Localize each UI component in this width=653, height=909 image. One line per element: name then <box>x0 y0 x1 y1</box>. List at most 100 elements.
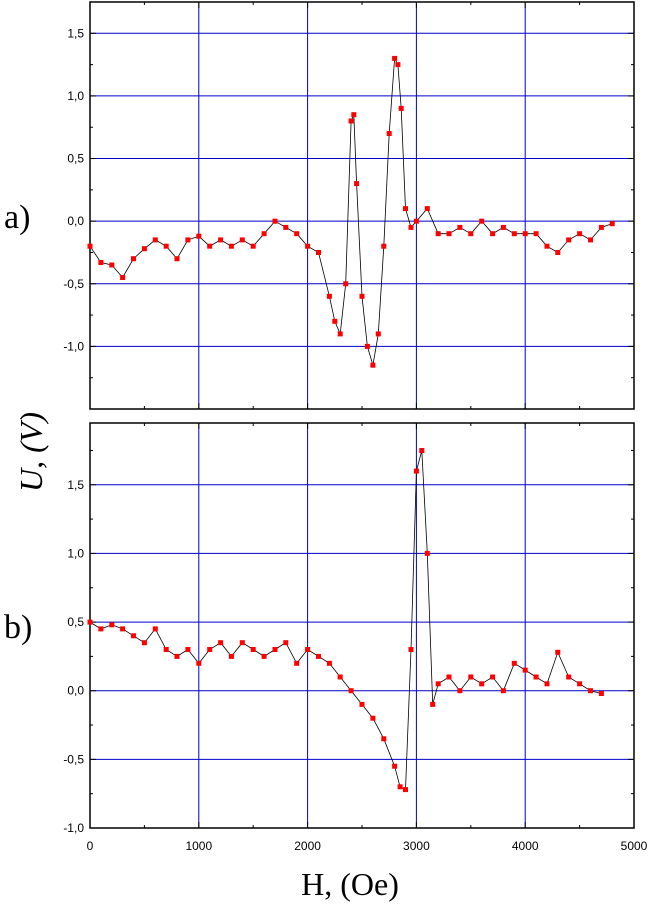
data-point <box>332 318 338 324</box>
data-point <box>500 224 506 230</box>
data-point <box>522 667 528 673</box>
data-point <box>457 224 463 230</box>
data-point <box>598 224 604 230</box>
y-tick-label: -1,0 <box>63 339 84 353</box>
data-point <box>152 237 158 243</box>
data-point <box>305 647 311 652</box>
data-point <box>228 653 234 659</box>
y-tick-label: 1,0 <box>67 89 84 103</box>
data-point <box>316 250 321 255</box>
data-point <box>250 647 256 652</box>
panel-a: -1,0 -0,5 0,0 0,5 1,0 1,5 <box>63 1 635 410</box>
data-point <box>555 649 561 655</box>
series-line <box>89 56 613 366</box>
data-point <box>408 224 414 230</box>
x-tick-label: 0 <box>87 839 94 853</box>
data-point <box>381 736 387 742</box>
data-point <box>500 688 506 694</box>
data-point <box>87 619 93 625</box>
data-point <box>413 218 419 224</box>
data-point <box>468 674 474 680</box>
y-tick-label: 1,0 <box>67 546 84 560</box>
data-point <box>490 674 496 680</box>
data-point <box>468 231 474 237</box>
data-point <box>174 256 180 262</box>
y-axis-title: U, (V) <box>13 412 49 492</box>
data-point <box>207 243 213 249</box>
data-point <box>522 231 528 237</box>
data-point <box>398 105 404 111</box>
y-tick-label: 0,0 <box>67 684 84 698</box>
data-point <box>566 674 572 680</box>
x-tick-label: 5000 <box>621 839 648 853</box>
data-point <box>337 331 343 337</box>
y-tick-label: -0,5 <box>63 277 84 291</box>
data-point <box>403 787 408 793</box>
y-tick-label: 0,5 <box>67 152 84 166</box>
data-point <box>272 647 278 652</box>
data-point <box>544 681 550 687</box>
data-point <box>413 468 419 474</box>
data-point <box>533 231 539 237</box>
data-point <box>359 701 365 707</box>
data-point <box>305 243 311 249</box>
data-point <box>479 218 485 224</box>
data-point <box>588 688 593 694</box>
data-point <box>343 281 349 287</box>
data-point <box>446 231 452 237</box>
data-point <box>185 647 191 652</box>
data-point <box>555 250 561 255</box>
data-point <box>588 237 593 243</box>
data-point <box>375 331 381 337</box>
data-point <box>392 55 398 61</box>
data-point <box>479 681 485 687</box>
data-point <box>577 681 583 687</box>
data-point <box>294 660 300 666</box>
data-point <box>98 626 104 632</box>
data-point <box>239 237 245 243</box>
data-point <box>326 293 332 299</box>
y-tick-label: 1,5 <box>67 478 84 492</box>
y-tick-label: 0,5 <box>67 615 84 629</box>
data-point <box>424 206 430 212</box>
data-point <box>109 622 115 628</box>
data-point <box>395 62 401 68</box>
plot-frame <box>89 422 635 829</box>
data-point <box>348 688 354 694</box>
data-point <box>196 233 202 239</box>
data-point <box>381 243 387 249</box>
data-point <box>370 715 376 721</box>
data-point <box>577 231 583 237</box>
data-point <box>152 626 158 632</box>
data-point <box>446 674 452 680</box>
data-point <box>435 681 441 687</box>
data-point <box>511 660 517 666</box>
data-point <box>419 448 425 453</box>
data-point <box>348 118 354 124</box>
data-point <box>218 640 224 646</box>
data-point <box>386 131 392 136</box>
panel-label-a: a) <box>4 199 30 236</box>
data-point <box>272 218 278 224</box>
data-point <box>218 237 224 243</box>
data-point <box>435 231 441 237</box>
data-point <box>566 237 572 243</box>
y-tick-label: 1,5 <box>67 26 84 40</box>
data-point <box>207 647 213 652</box>
data-point <box>364 343 370 349</box>
data-point <box>544 243 550 249</box>
data-point <box>294 231 300 237</box>
data-point <box>490 231 496 237</box>
series-line <box>89 450 602 791</box>
data-point <box>185 237 191 243</box>
data-point <box>370 362 376 368</box>
data-point <box>141 246 147 252</box>
x-axis-title: H, (Oe) <box>301 866 399 902</box>
data-point <box>261 653 267 659</box>
data-point <box>109 262 115 268</box>
data-point <box>392 763 398 769</box>
y-tick-label: -1,0 <box>63 821 84 835</box>
data-point <box>354 181 360 187</box>
data-point <box>120 626 126 632</box>
data-point <box>457 688 463 694</box>
